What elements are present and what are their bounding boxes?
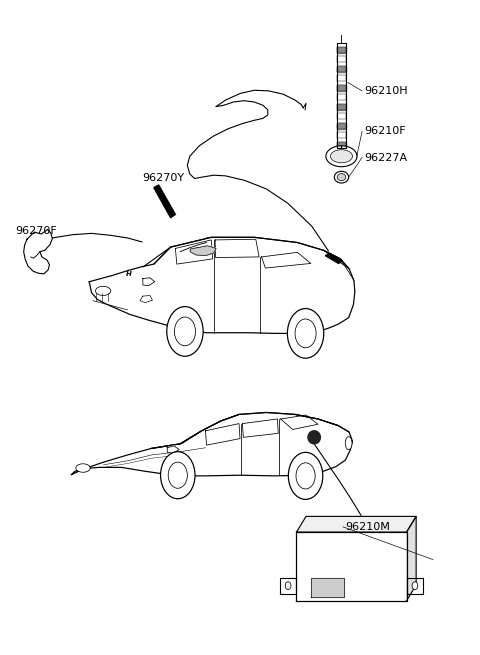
Polygon shape [297, 516, 416, 532]
Polygon shape [336, 84, 346, 90]
Polygon shape [336, 103, 346, 110]
Polygon shape [407, 516, 416, 601]
Text: 96210M: 96210M [345, 522, 390, 532]
Text: H: H [126, 271, 132, 277]
Polygon shape [167, 446, 179, 453]
Text: 96270Y: 96270Y [142, 174, 184, 183]
Circle shape [160, 452, 195, 498]
Polygon shape [325, 253, 342, 263]
Polygon shape [143, 278, 155, 286]
Polygon shape [311, 578, 344, 597]
Ellipse shape [96, 286, 111, 295]
Polygon shape [297, 532, 407, 601]
Text: 96227A: 96227A [364, 153, 408, 162]
Circle shape [295, 319, 316, 348]
Polygon shape [89, 237, 355, 333]
Polygon shape [24, 229, 52, 274]
Circle shape [288, 309, 324, 358]
Polygon shape [336, 122, 346, 129]
Polygon shape [336, 47, 346, 52]
Circle shape [412, 582, 418, 590]
Circle shape [174, 317, 195, 346]
Polygon shape [336, 66, 346, 71]
Polygon shape [140, 295, 153, 303]
Polygon shape [154, 185, 175, 217]
Circle shape [168, 462, 187, 488]
Circle shape [285, 582, 291, 590]
Ellipse shape [76, 464, 90, 472]
Ellipse shape [337, 174, 346, 181]
Polygon shape [190, 246, 216, 255]
Ellipse shape [334, 172, 348, 183]
Text: 96210H: 96210H [364, 86, 408, 96]
Ellipse shape [330, 150, 352, 163]
Polygon shape [72, 413, 352, 476]
Polygon shape [336, 141, 346, 148]
Circle shape [167, 307, 203, 356]
Circle shape [296, 463, 315, 489]
Circle shape [288, 453, 323, 499]
Text: 96210F: 96210F [364, 126, 406, 136]
Polygon shape [407, 578, 423, 594]
Ellipse shape [326, 146, 357, 167]
Ellipse shape [345, 437, 352, 450]
Polygon shape [280, 578, 297, 594]
Ellipse shape [308, 431, 321, 444]
Text: 96270F: 96270F [15, 226, 57, 236]
